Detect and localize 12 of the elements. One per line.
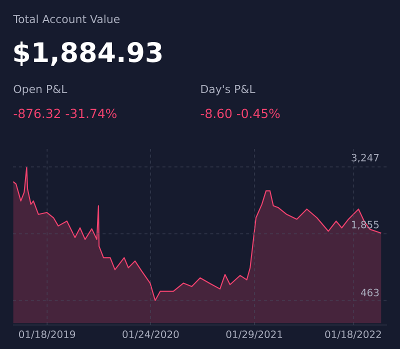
y-tick-label: 463	[360, 288, 379, 296]
x-tick-label: 01/18/2019	[19, 330, 76, 339]
chart-subtitle: $1,884.93	[14, 42, 162, 66]
y-tick-label: 3,247	[352, 154, 379, 162]
text: Day's P&L	[201, 84, 256, 96]
chart-title: Total Account Value	[13, 14, 120, 24]
x-tick-label: 01/24/2020	[122, 330, 179, 339]
x-tick-label: 01/18/2022	[325, 330, 381, 339]
x-tick-label: 01/29/2021	[226, 330, 282, 339]
text: -876.32 -31.74%	[14, 108, 116, 118]
text: Open P&L	[14, 84, 68, 96]
text: -8.60 -0.45%	[200, 108, 280, 118]
